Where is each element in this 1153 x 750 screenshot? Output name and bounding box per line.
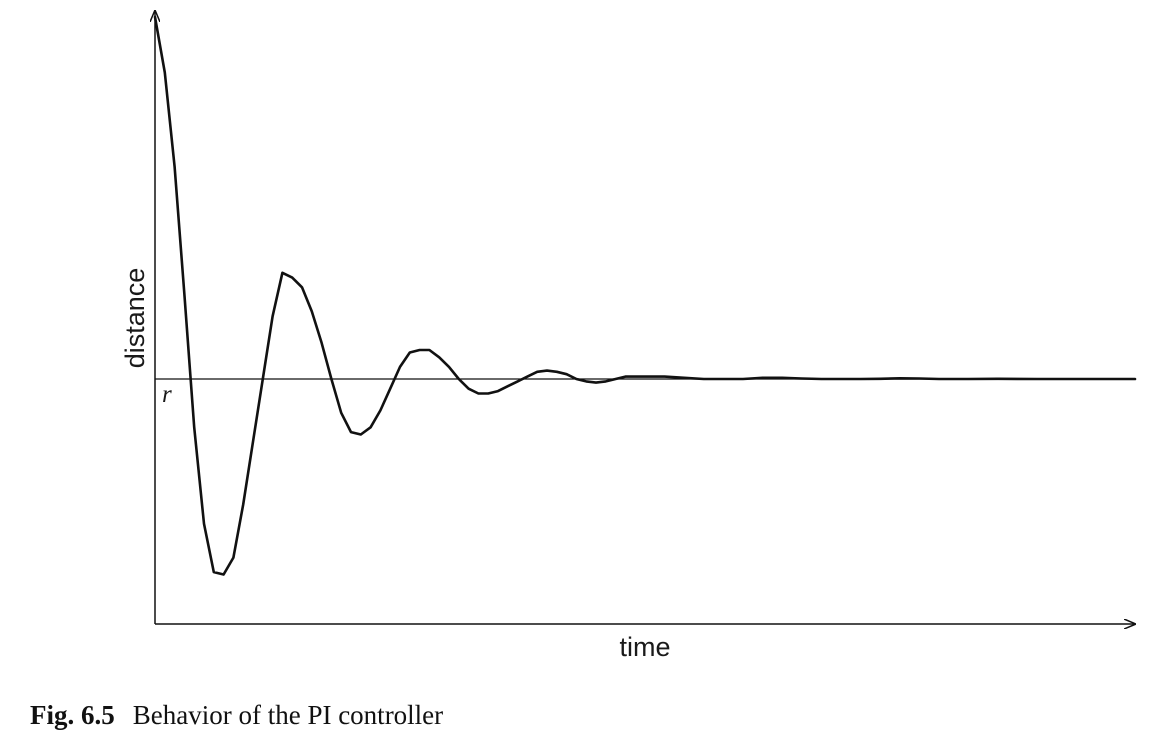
x-axis-label: time	[619, 632, 670, 662]
figure-caption: Fig. 6.5 Behavior of the PI controller	[30, 700, 443, 731]
series-line-response	[153, 15, 1137, 576]
figure-number: Fig. 6.5	[30, 700, 115, 730]
figure-caption-text: Behavior of the PI controller	[132, 700, 444, 730]
response-chart: r time distance	[120, 0, 1137, 662]
reference-label: r	[162, 381, 172, 408]
y-axis-label: distance	[120, 268, 150, 369]
